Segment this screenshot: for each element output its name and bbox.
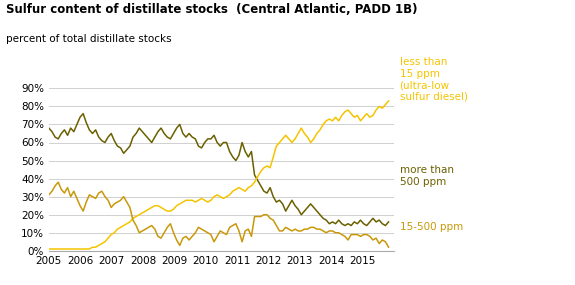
Text: 15-500 ppm: 15-500 ppm bbox=[400, 222, 463, 232]
Text: Sulfur content of distillate stocks  (Central Atlantic, PADD 1B): Sulfur content of distillate stocks (Cen… bbox=[6, 3, 417, 16]
Text: less than
15 ppm
(ultra-low
sulfur diesel): less than 15 ppm (ultra-low sulfur diese… bbox=[400, 57, 467, 102]
Text: percent of total distillate stocks: percent of total distillate stocks bbox=[6, 34, 171, 44]
Text: more than
500 ppm: more than 500 ppm bbox=[400, 165, 454, 187]
